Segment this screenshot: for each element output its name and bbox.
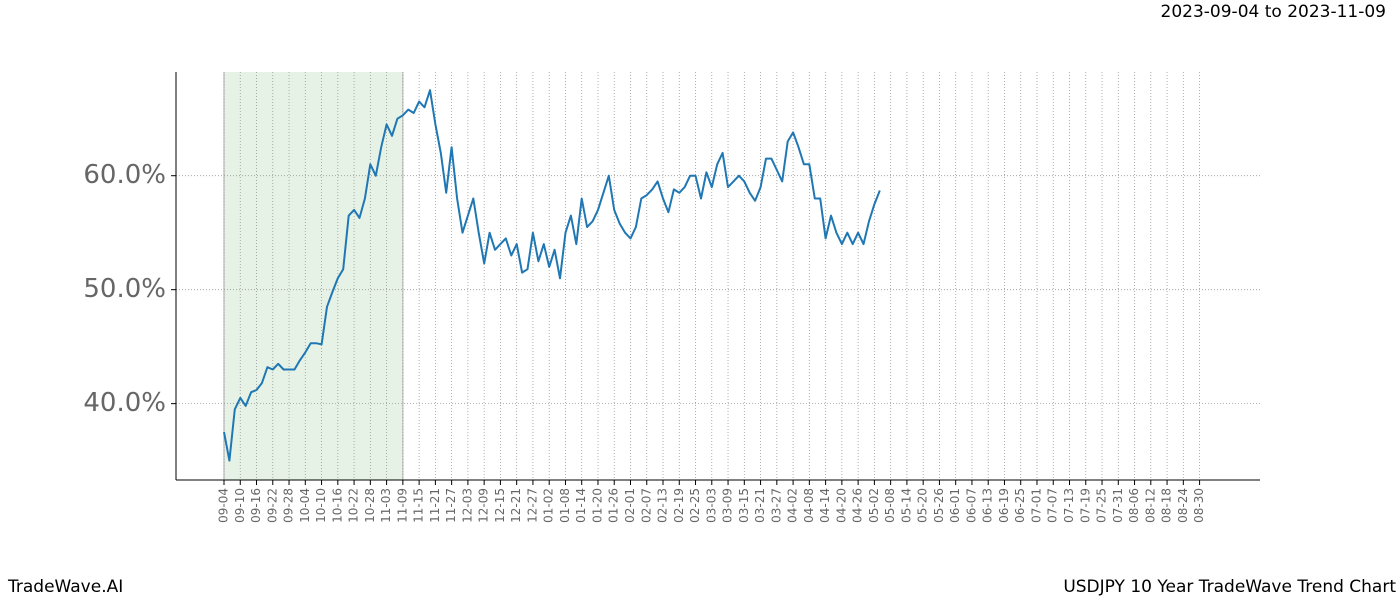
x-tick-label: 09-28 (282, 488, 296, 523)
x-tick-label: 02-13 (656, 488, 670, 523)
x-tick-label: 02-19 (672, 488, 686, 523)
x-tick-label: 08-12 (1143, 488, 1157, 523)
x-tick-label: 12-03 (460, 488, 474, 523)
x-tick-label: 04-20 (834, 488, 848, 523)
x-tick-label: 09-10 (233, 488, 247, 523)
x-tick-label: 10-22 (347, 488, 361, 523)
x-tick-label: 02-07 (639, 488, 653, 523)
y-tick-label: 40.0% (83, 388, 166, 418)
x-tick-label: 04-14 (818, 488, 832, 523)
x-tick-label: 09-22 (265, 488, 279, 523)
y-tick-label: 50.0% (83, 274, 166, 304)
x-tick-label: 10-28 (363, 488, 377, 523)
x-tick-label: 12-27 (525, 488, 539, 523)
x-tick-label: 08-18 (1160, 488, 1174, 523)
x-tick-label: 07-31 (1111, 488, 1125, 523)
x-tick-label: 09-04 (217, 488, 231, 523)
x-tick-label: 05-08 (883, 488, 897, 523)
x-tick-label: 04-08 (802, 488, 816, 523)
x-tick-label: 07-19 (1078, 488, 1092, 523)
x-tick-label: 05-26 (932, 488, 946, 523)
x-tick-label: 05-02 (867, 488, 881, 523)
x-tick-label: 11-15 (412, 488, 426, 523)
date-range: 2023-09-04 to 2023-11-09 (1161, 2, 1386, 22)
x-tick-label: 07-01 (1029, 488, 1043, 523)
chart-title: USDJPY 10 Year TradeWave Trend Chart (1063, 577, 1396, 597)
x-tick-label: 08-24 (1176, 488, 1190, 523)
brand: TradeWave.AI (7, 577, 123, 597)
x-tick-label: 09-16 (249, 488, 263, 523)
x-tick-label: 12-21 (509, 488, 523, 523)
x-tick-label: 10-16 (330, 488, 344, 523)
x-tick-label: 03-09 (721, 488, 735, 523)
x-tick-label: 06-13 (981, 488, 995, 523)
x-tick-label: 03-27 (769, 488, 783, 523)
x-tick-label: 08-30 (1192, 488, 1206, 523)
x-tick-label: 11-27 (444, 488, 458, 523)
x-tick-label: 06-01 (948, 488, 962, 523)
highlight-band (224, 72, 403, 480)
x-tick-label: 04-26 (851, 488, 865, 523)
x-tick-label: 08-06 (1127, 488, 1141, 523)
x-tick-label: 04-02 (786, 488, 800, 523)
x-tick-label: 10-04 (298, 488, 312, 523)
x-tick-label: 12-09 (477, 488, 491, 523)
y-tick-label: 60.0% (83, 160, 166, 190)
x-tick-label: 01-26 (607, 488, 621, 523)
x-tick-label: 06-19 (997, 488, 1011, 523)
x-tick-label: 11-09 (395, 488, 409, 523)
x-tick-label: 11-03 (379, 488, 393, 523)
x-tick-label: 07-25 (1095, 488, 1109, 523)
x-tick-label: 01-08 (558, 488, 572, 523)
x-tick-label: 01-14 (574, 488, 588, 523)
x-tick-label: 05-20 (916, 488, 930, 523)
x-tick-label: 01-20 (590, 488, 604, 523)
x-tick-label: 10-10 (314, 488, 328, 523)
x-tick-label: 11-21 (428, 488, 442, 523)
x-tick-label: 03-21 (753, 488, 767, 523)
x-tick-label: 02-25 (688, 488, 702, 523)
x-tick-label: 06-25 (1013, 488, 1027, 523)
x-tick-label: 02-01 (623, 488, 637, 523)
x-tick-label: 03-03 (704, 488, 718, 523)
x-tick-label: 01-02 (542, 488, 556, 523)
x-tick-label: 12-15 (493, 488, 507, 523)
x-tick-label: 07-07 (1046, 488, 1060, 523)
x-tick-label: 07-13 (1062, 488, 1076, 523)
x-tick-label: 05-14 (899, 488, 913, 523)
x-tick-label: 06-07 (964, 488, 978, 523)
trend-line (223, 89, 881, 462)
x-tick-label: 03-15 (737, 488, 751, 523)
